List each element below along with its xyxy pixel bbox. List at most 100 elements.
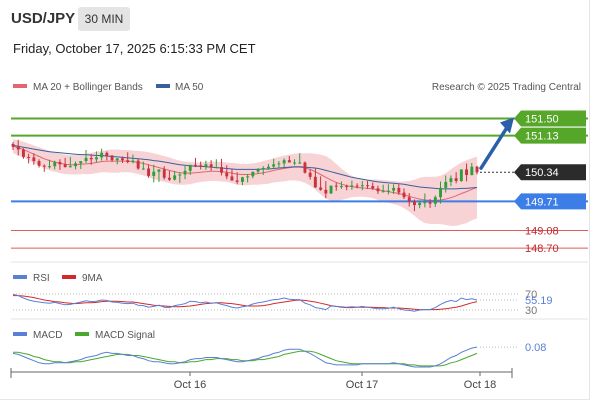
candle-body: [277, 163, 281, 165]
ma50-line: [12, 144, 478, 190]
candle-body: [152, 171, 156, 176]
candle-body: [319, 187, 323, 190]
candle-body: [131, 160, 135, 162]
candle-body: [11, 144, 15, 147]
candle-body: [194, 164, 197, 166]
bollinger-band: [13, 139, 477, 226]
candle-body: [298, 162, 302, 164]
level-label-149.08: 149.08: [525, 226, 559, 238]
ma20-line: [12, 145, 478, 201]
candle-body: [157, 169, 161, 172]
timeframe-badge[interactable]: 30 MIN: [78, 7, 130, 31]
bb-legend-swatch: [13, 84, 27, 88]
ma50-legend-swatch: [156, 84, 170, 88]
candle-body: [225, 172, 229, 177]
macd-plot: 0.08: [12, 342, 546, 368]
candle-body: [433, 197, 437, 204]
forecast-arrow-shaft: [479, 125, 509, 170]
rsi-current-label: 55.19: [525, 295, 553, 307]
candle-body: [115, 158, 119, 161]
candle-body: [282, 160, 286, 164]
level-label-151.13: 151.13: [525, 131, 559, 143]
macd-signal-legend-swatch: [75, 332, 89, 336]
candle-body: [381, 191, 385, 193]
candle-body: [53, 162, 57, 167]
candle-body: [256, 169, 260, 172]
candle-body: [329, 185, 333, 194]
candle-body: [261, 168, 265, 170]
candle-body: [204, 164, 208, 167]
candle-body: [407, 197, 411, 202]
current-price-label: 150.34: [525, 167, 559, 179]
candle-body: [371, 186, 375, 189]
macd-legend-label: MACD: [33, 330, 62, 341]
datetime-label: Friday, October 17, 2025 6:15:33 PM CET: [13, 41, 256, 56]
candle-body: [423, 202, 427, 204]
forecast-arrow-head: [500, 117, 514, 134]
candle-body: [110, 155, 114, 161]
candle-body: [272, 164, 276, 167]
candle-body: [74, 163, 77, 167]
candle-body: [287, 160, 291, 163]
rsi-ma9-line: [13, 295, 478, 311]
candle-body: [188, 164, 192, 171]
candle-body: [267, 166, 270, 169]
current-price-tag: [514, 164, 586, 181]
candle-body: [121, 158, 124, 161]
bb-legend-label: MA 20 + Bollinger Bands: [33, 82, 143, 93]
candle-body: [465, 169, 468, 175]
candle-body: [345, 186, 349, 188]
candle-body: [141, 168, 145, 170]
candle-body: [183, 170, 187, 175]
symbol-title: USD/JPY: [11, 10, 76, 27]
candle-body: [199, 165, 203, 167]
candle-body: [79, 161, 83, 164]
candle-body: [366, 185, 369, 187]
candle-body: [63, 164, 67, 168]
macd-current-label: 0.08: [525, 342, 546, 354]
candle-body: [22, 149, 25, 157]
candle-body: [209, 164, 213, 168]
price-plot: 151.50 151.13 149.71 149.08 148.70 150.34: [11, 110, 588, 320]
candle-body: [293, 162, 296, 164]
candle-body: [68, 166, 72, 168]
candle-body: [230, 176, 234, 181]
candle-body: [308, 172, 312, 177]
candle-body: [413, 201, 416, 206]
candle-body: [84, 157, 88, 162]
candle-body: [95, 157, 98, 160]
ma50-legend-label: MA 50: [175, 82, 204, 93]
rsi-ref-label-70: 70: [525, 289, 537, 301]
candle-body: [402, 192, 406, 198]
macd-line: [12, 346, 478, 368]
candle-body: [246, 176, 250, 178]
candle-body: [42, 165, 46, 167]
candle-body: [439, 187, 442, 198]
candle-body: [449, 178, 453, 182]
candle-body: [340, 186, 343, 188]
level-tag-151.50: [514, 110, 586, 127]
candle-body: [418, 202, 422, 206]
level-label-148.70: 148.70: [525, 243, 559, 255]
candle-body: [376, 188, 380, 192]
candle-body: [32, 157, 36, 162]
candle-body: [444, 181, 448, 188]
level-tag-149.71: [514, 193, 586, 210]
candle-body: [313, 176, 317, 188]
candle-body: [16, 146, 20, 150]
time-tick-label: Oct 17: [346, 379, 378, 391]
candle-body: [454, 178, 458, 181]
candle-body: [162, 169, 166, 178]
candle-body: [168, 177, 171, 180]
candle-body: [235, 180, 239, 182]
candle-body: [214, 167, 218, 169]
candle-body: [386, 190, 390, 192]
candle-body: [303, 162, 307, 173]
candle-body: [37, 161, 41, 166]
rsi-line: [12, 293, 478, 312]
rsi-legend-label: RSI: [33, 273, 50, 284]
candle-body: [241, 177, 244, 182]
candle-body: [350, 185, 354, 187]
